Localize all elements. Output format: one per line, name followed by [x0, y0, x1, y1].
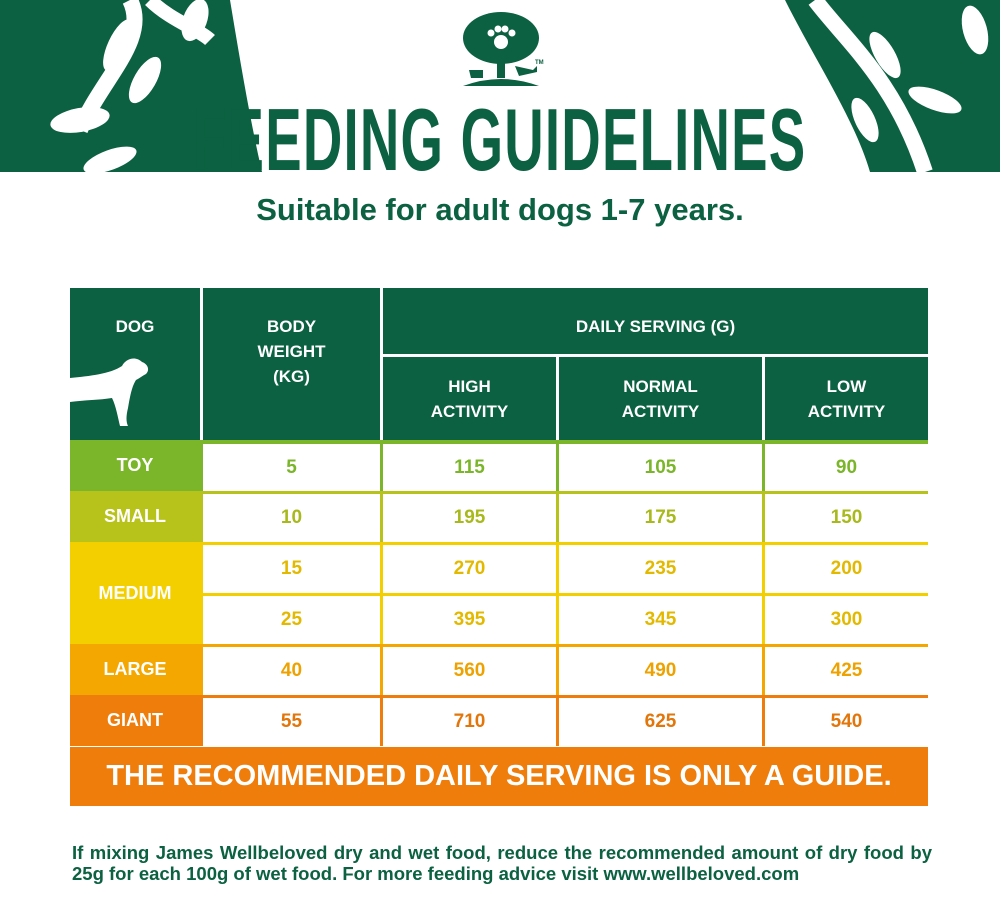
table-cell-weight: 15	[203, 545, 380, 593]
header-text: BODY	[266, 317, 317, 336]
trademark: TM	[535, 60, 544, 66]
header-text: ACTIVITY	[621, 402, 700, 421]
leaf-decoration-left	[0, 0, 262, 174]
row-group-giant: GIANT 55 710 625 540	[70, 695, 928, 746]
subtitle: Suitable for adult dogs 1-7 years.	[256, 192, 744, 227]
header-high-activity: HIGH ACTIVITY	[383, 374, 556, 424]
table-cell-weight: 5	[203, 444, 380, 491]
header-text: ACTIVITY	[807, 402, 886, 421]
dog-size-label: LARGE	[103, 659, 167, 679]
table-cell-high: 560	[383, 647, 556, 695]
table-cell-normal: 235	[559, 545, 762, 593]
table-cell-high: 710	[383, 698, 556, 746]
header-daily-serving: DAILY SERVING (G)	[575, 317, 736, 336]
header-text: HIGH	[448, 377, 491, 396]
row-group-toy: TOY 5 115 105 90	[70, 440, 928, 491]
table-cell-low: 150	[765, 494, 928, 542]
row-group-small: SMALL 10 195 175 150	[70, 491, 928, 542]
dog-size-label: GIANT	[107, 710, 163, 730]
table-cell-normal: 105	[559, 444, 762, 491]
table-cell-normal: 625	[559, 698, 762, 746]
table-cell-low: 300	[765, 596, 928, 644]
header-body-weight: BODY WEIGHT (KG)	[203, 314, 380, 389]
table-cell-low: 540	[765, 698, 928, 746]
table-cell-high: 395	[383, 596, 556, 644]
header-low-activity: LOW ACTIVITY	[765, 374, 928, 424]
table-cell-weight: 55	[203, 698, 380, 746]
table-cell-normal: 175	[559, 494, 762, 542]
row-group-medium: MEDIUM 15 270 235 200 25 395 345 300	[70, 542, 928, 644]
dog-size-label: MEDIUM	[98, 582, 172, 603]
dog-size-label: SMALL	[104, 506, 166, 526]
table-cell-high: 270	[383, 545, 556, 593]
table-cell-normal: 490	[559, 647, 762, 695]
leaf-decoration-right	[785, 0, 1000, 175]
table-cell-weight: 10	[203, 494, 380, 542]
header-dog: DOG	[115, 317, 155, 336]
table-cell-low: 425	[765, 647, 928, 695]
table-cell-high: 115	[383, 444, 556, 491]
page-title: FEEDING GUIDELINES	[0, 96, 1000, 184]
mixing-note: If mixing James Wellbeloved dry and wet …	[72, 842, 932, 884]
brand-logo: TM	[463, 12, 544, 86]
table-body: TOY 5 115 105 90 SMALL 10 195 175 150 MEDIUM 15 270 2…	[70, 440, 928, 747]
header-text: ACTIVITY	[430, 402, 509, 421]
header-text: WEIGHT	[257, 342, 326, 361]
table-header: DOG BODY WEIGHT (KG) DAILY SERVING (G) H…	[70, 288, 928, 440]
header-text: NORMAL	[623, 377, 698, 396]
table-cell-low: 90	[765, 444, 928, 491]
header-text: (KG)	[273, 367, 310, 386]
row-group-large: LARGE 40 560 490 425	[70, 644, 928, 695]
header-text: LOW	[826, 377, 867, 396]
header-normal-activity: NORMAL ACTIVITY	[559, 374, 762, 424]
table-cell-low: 200	[765, 545, 928, 593]
table-cell-weight: 25	[203, 596, 380, 644]
table-cell-weight: 40	[203, 647, 380, 695]
dog-silhouette-icon	[70, 358, 149, 426]
dog-size-label: TOY	[116, 455, 154, 475]
guide-banner: THE RECOMMENDED DAILY SERVING IS ONLY A …	[70, 747, 928, 806]
table-cell-normal: 345	[559, 596, 762, 644]
table-cell-high: 195	[383, 494, 556, 542]
title-text: FEEDING GUIDELINES	[193, 90, 807, 189]
feeding-table: DOG BODY WEIGHT (KG) DAILY SERVING (G) H…	[70, 288, 928, 746]
